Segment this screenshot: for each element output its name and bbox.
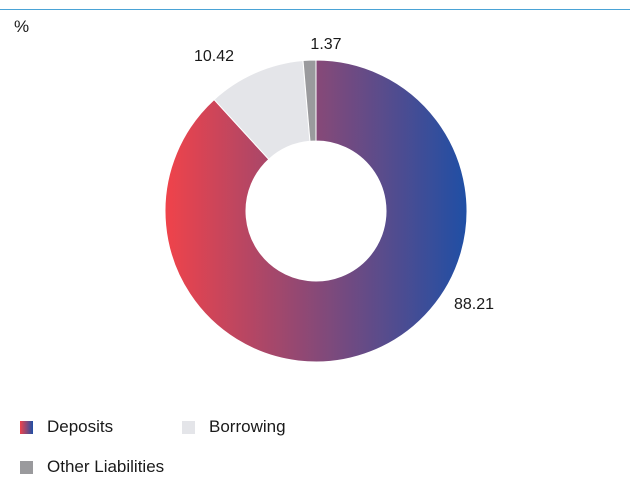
legend-label-other-liabilities: Other Liabilities <box>47 457 165 476</box>
legend-item-other-liabilities: Other Liabilities <box>20 457 164 477</box>
legend-item-borrowing: Borrowing <box>182 417 286 437</box>
unit-label: % <box>14 17 30 36</box>
top-rule <box>0 9 630 10</box>
slice-other-liabilities <box>302 59 317 142</box>
data-label-borrowing: 10.42 <box>194 48 234 65</box>
legend-item-deposits: Deposits <box>20 417 113 437</box>
legend-swatch-other-liabilities <box>20 460 33 474</box>
legend-swatch-borrowing <box>182 420 195 434</box>
data-label-other-liabilities: 1.37 <box>310 36 341 53</box>
legend-label-borrowing: Borrowing <box>209 417 286 436</box>
legend-label-deposits: Deposits <box>47 417 114 436</box>
slice-deposits <box>164 59 468 363</box>
legend-swatch-deposits <box>20 420 33 434</box>
data-label-deposits: 88.21 <box>454 296 494 313</box>
